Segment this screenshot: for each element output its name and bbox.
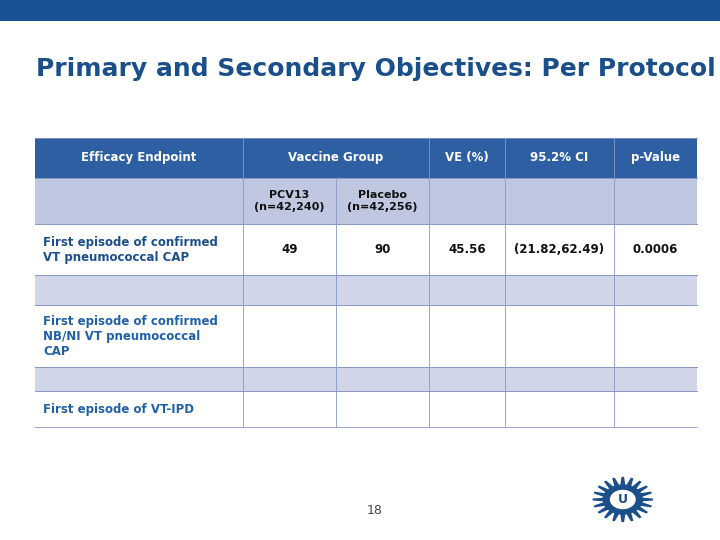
Text: PCV13
(n=42,240): PCV13 (n=42,240): [254, 190, 325, 212]
Text: Efficacy Endpoint: Efficacy Endpoint: [81, 151, 197, 165]
Text: First episode of confirmed
NB/NI VT pneumococcal
CAP: First episode of confirmed NB/NI VT pneu…: [43, 315, 218, 357]
Bar: [35, 138, 697, 178]
Text: p-Value: p-Value: [631, 151, 680, 165]
Text: VE (%): VE (%): [445, 151, 489, 165]
Text: Primary and Secondary Objectives: Per Protocol: Primary and Secondary Objectives: Per Pr…: [36, 57, 716, 80]
Text: 95.2% CI: 95.2% CI: [531, 151, 589, 165]
Text: 45.56: 45.56: [448, 243, 485, 256]
Text: 0.0006: 0.0006: [633, 243, 678, 256]
Text: 18: 18: [366, 504, 382, 517]
Bar: [35, 367, 697, 392]
Text: Placebo
(n=42,256): Placebo (n=42,256): [347, 190, 418, 212]
Text: Vaccine Group: Vaccine Group: [288, 151, 384, 165]
Polygon shape: [593, 477, 653, 522]
Text: First episode of confirmed
VT pneumococcal CAP: First episode of confirmed VT pneumococc…: [43, 236, 218, 264]
Bar: [35, 224, 697, 275]
Text: 49: 49: [282, 243, 298, 256]
Bar: [35, 178, 697, 224]
Text: First episode of VT-IPD: First episode of VT-IPD: [43, 402, 194, 416]
Text: 90: 90: [374, 243, 390, 256]
Text: (21.82,62.49): (21.82,62.49): [515, 243, 605, 256]
Bar: [35, 392, 697, 427]
Circle shape: [610, 490, 636, 509]
Text: U: U: [618, 493, 628, 506]
Bar: [35, 275, 697, 305]
